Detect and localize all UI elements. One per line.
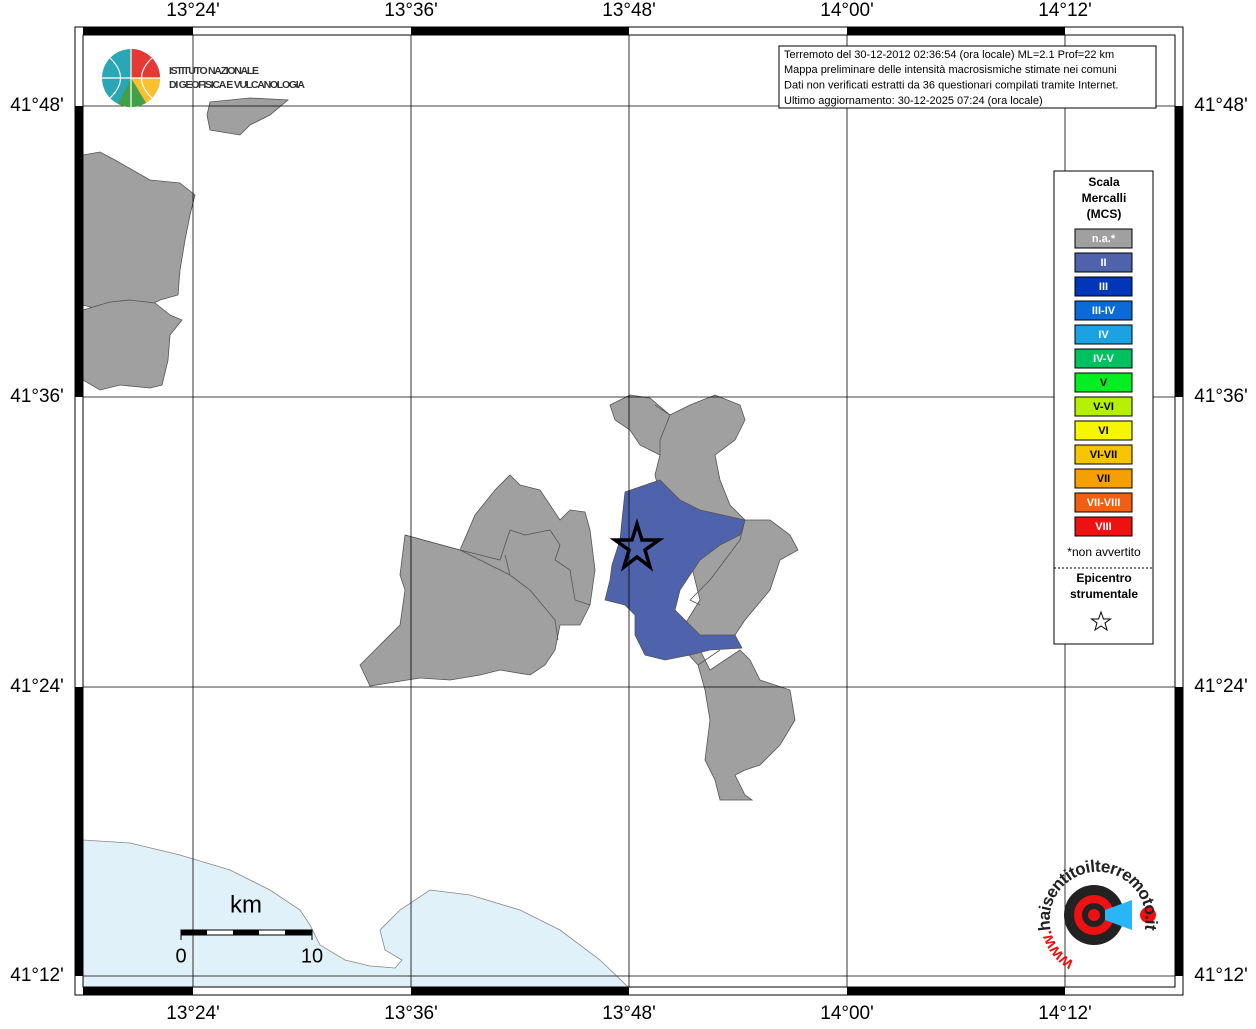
lat-label: 41°24' [1194, 676, 1248, 697]
frame-bar [1175, 687, 1183, 976]
logo-text: DI GEOFISICA E VULCANOLOGIA [169, 79, 305, 91]
info-text: Terremoto del 30-12-2012 02:36:54 (ora l… [784, 49, 1118, 107]
legend-label: VII-VIII [1087, 497, 1121, 509]
legend-swatch [1074, 348, 1133, 369]
info-box [778, 45, 1157, 109]
lat-label: 41°24' [10, 676, 64, 697]
lon-label: 13°24' [166, 0, 220, 21]
lat-label: 41°48' [10, 95, 64, 116]
lat-label: 41°36' [1194, 386, 1248, 407]
frame-bar [847, 987, 1065, 995]
legend: ScalaMercalli(MCS)n.a.*IIIIIIII-IVIVIV-V… [1054, 175, 1153, 632]
municipality [206, 97, 290, 136]
legend-label: V [1100, 377, 1108, 389]
legend-swatch [1074, 228, 1133, 249]
frame-bar [411, 987, 629, 995]
municipality [82, 299, 183, 391]
scale-bar-segment [181, 930, 207, 935]
sea [82, 839, 629, 988]
legend-swatch [1074, 468, 1133, 489]
frame-bar [411, 27, 629, 35]
legend-swatch [1074, 276, 1133, 297]
legend-swatch [1074, 252, 1133, 273]
lat-label: 41°48' [1194, 95, 1248, 116]
legend-swatch [1074, 444, 1133, 465]
logo-segment [131, 49, 160, 78]
municipalities [82, 97, 799, 801]
logo-grid [102, 49, 160, 107]
frame-bar [83, 27, 193, 35]
border [654, 404, 746, 666]
scale-label: 10 [301, 945, 323, 967]
legend-label: IV-V [1093, 353, 1114, 365]
legend-swatch [1074, 492, 1133, 513]
scale-unit: km [230, 891, 262, 918]
legend-swatch [1074, 324, 1133, 345]
lon-label: 14°12' [1038, 1003, 1092, 1024]
watermark-target [1088, 909, 1100, 921]
legend-label: VI [1098, 425, 1108, 437]
frame-bar [1175, 106, 1183, 397]
frame [74, 26, 1184, 996]
lat-label: 41°36' [10, 386, 64, 407]
frame-bar [83, 987, 193, 995]
legend-label: n.a.* [1092, 233, 1116, 245]
logo-text: ISTITUTO NAZIONALE [169, 65, 259, 77]
lon-label: 13°48' [602, 0, 656, 21]
legend-epicenter: strumentale [1070, 587, 1138, 601]
scale-bar-segment [233, 930, 259, 935]
frame-bar [75, 106, 83, 397]
logo-segment [118, 78, 146, 108]
info-line: Terremoto del 30-12-2012 02:36:54 (ora l… [784, 49, 1114, 61]
border [404, 529, 591, 641]
frame-bar [75, 687, 83, 976]
legend-swatch [1074, 516, 1133, 537]
legend-label: IV [1098, 329, 1109, 341]
lon-label: 13°36' [384, 1003, 438, 1024]
legend-label: VIII [1095, 521, 1112, 533]
legend-label: V-VI [1093, 401, 1114, 413]
lon-label: 14°12' [1038, 0, 1092, 21]
info-line: Ultimo aggiornamento: 30-12-2025 07:24 (… [784, 95, 1043, 107]
legend-note: *non avvertito [1067, 545, 1141, 559]
info-line: Dati non verificati estratti da 36 quest… [784, 80, 1118, 92]
watermark-beam [1105, 900, 1132, 930]
legend-label: III-IV [1092, 305, 1116, 317]
legend-swatch [1074, 300, 1133, 321]
lat-label: 41°12' [1194, 965, 1248, 986]
lon-label: 13°48' [602, 1003, 656, 1024]
legend-label: VI-VII [1090, 449, 1118, 461]
legend-title: Mercalli [1082, 191, 1127, 205]
legend-label: III [1099, 281, 1108, 293]
municipality-ii [604, 479, 746, 661]
legend-title: (MCS) [1087, 207, 1122, 221]
legend-label: VII [1097, 473, 1110, 485]
scale-label: 0 [175, 945, 186, 967]
lon-label: 13°24' [166, 1003, 220, 1024]
legend-label: II [1100, 257, 1106, 269]
legend-swatch [1074, 396, 1133, 417]
lon-label: 14°00' [820, 1003, 874, 1024]
legend-epicenter: Epicentro [1076, 571, 1131, 585]
epicenter-star [609, 518, 665, 572]
lat-label: 41°12' [10, 965, 64, 986]
frame-bar [847, 27, 1065, 35]
legend-star [1089, 610, 1113, 632]
lon-label: 13°36' [384, 0, 438, 21]
legend-swatch [1074, 420, 1133, 441]
legend-swatch [1074, 372, 1133, 393]
watermark-badge [1140, 907, 1156, 923]
municipality [359, 474, 596, 687]
lon-label: 14°00' [820, 0, 874, 21]
legend-title: Scala [1088, 175, 1120, 189]
ingv-logo: ISTITUTO NAZIONALE DI GEOFISICA E VULCAN… [102, 49, 305, 108]
scale-bar: km 0 10 [175, 891, 323, 967]
info-line: Mappa preliminare delle intensità macros… [784, 64, 1117, 76]
scale-bar-segment [285, 930, 312, 935]
